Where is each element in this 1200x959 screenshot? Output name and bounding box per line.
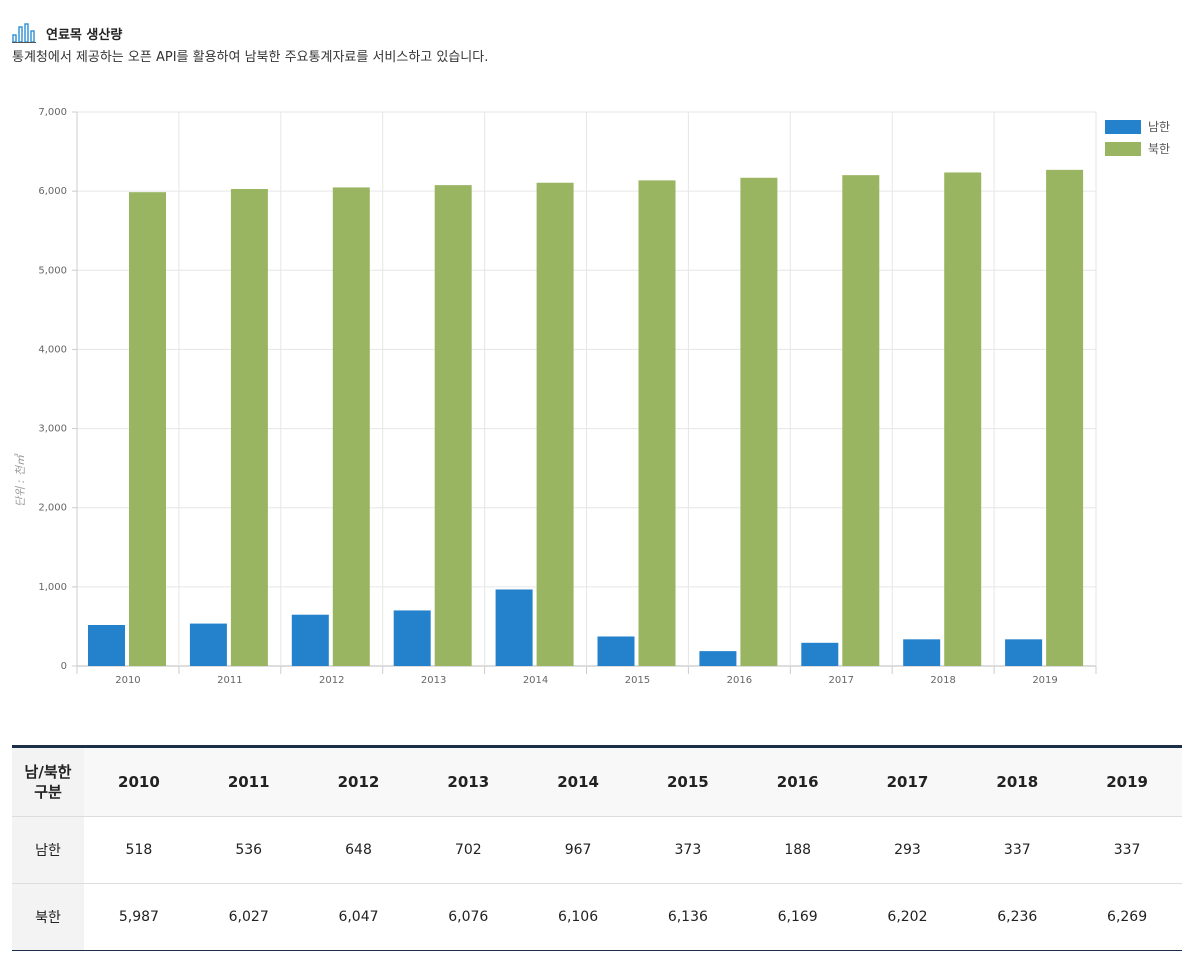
bar-north[interactable]: [944, 172, 982, 666]
legend-label[interactable]: 북한: [1148, 142, 1170, 156]
y-tick-label: 3,000: [38, 424, 67, 435]
x-tick-label: 2018: [930, 675, 955, 686]
chart-axes: 0 1,000 2,000 3,000 4,000 5,000 6,000 7,000 2010…: [38, 107, 1097, 686]
legend-label[interactable]: 남한: [1148, 120, 1170, 134]
y-tick-label: 2,000: [38, 503, 67, 514]
table-cell: 337: [962, 816, 1073, 884]
table-header-row: 남/북한 구분 2010 2011 2012 2013 2014 2015 2016 2017 2…: [12, 746, 1182, 817]
bar-south[interactable]: [393, 610, 431, 666]
bar-south[interactable]: [189, 623, 227, 666]
page-header: 연료목 생산량 통계청에서 제공하는 오픈 API를 활용하여 남북한 주요통계…: [12, 22, 488, 65]
legend-swatch: [1105, 120, 1141, 134]
y-tick-label: 1,000: [38, 582, 67, 593]
bar-south[interactable]: [903, 639, 941, 666]
x-tick-label: 2019: [1032, 675, 1057, 686]
table-cell: 518: [84, 816, 194, 884]
table-cell: 373: [632, 816, 743, 884]
table-row-label: 남한: [12, 816, 84, 884]
table-header-year: 2014: [523, 746, 633, 817]
bar-north[interactable]: [740, 177, 778, 667]
bar-north[interactable]: [536, 182, 574, 666]
table-header-year: 2012: [303, 746, 414, 817]
y-tick-label: 5,000: [38, 265, 67, 276]
bar-chart: 0 1,000 2,000 3,000 4,000 5,000 6,000 7,000 2010…: [14, 107, 1170, 686]
chart-grid: [76, 111, 1097, 667]
bar-south[interactable]: [1005, 639, 1043, 666]
bar-north[interactable]: [1046, 169, 1084, 666]
bar-north[interactable]: [332, 187, 370, 666]
table-row: 북한 5,987 6,027 6,047 6,076 6,106 6,136 6,169 6,2…: [12, 883, 1182, 951]
y-axis-label: 단위 : 천㎥: [14, 453, 27, 507]
x-tick-label: 2013: [421, 675, 446, 686]
table-cell: 6,027: [228, 909, 269, 925]
table-cell: 6,047: [338, 909, 379, 925]
y-tick-label: 6,000: [38, 186, 67, 197]
table-cell: 6,106: [558, 909, 599, 925]
table-row-label: 북한: [12, 883, 84, 951]
title-row: 연료목 생산량: [12, 22, 488, 44]
table-cell: 6,076: [448, 909, 489, 925]
table-header-year: 2013: [413, 746, 524, 817]
x-tick-label: 2011: [217, 675, 242, 686]
table-header-year: 2011: [193, 746, 304, 817]
table-cell: 5,987: [118, 909, 159, 925]
table-header-year: 2010: [84, 746, 194, 817]
table-header-year: 2019: [1072, 746, 1182, 817]
table-row: 남한 518 536 648 702 967 373 188 293 337 337: [12, 816, 1182, 884]
bar-south[interactable]: [699, 651, 737, 666]
bar-south[interactable]: [495, 589, 533, 666]
bar-chart-icon: [12, 23, 36, 43]
y-tick-label: 4,000: [38, 344, 67, 355]
bar-south[interactable]: [291, 614, 329, 666]
page-title: 연료목 생산량: [46, 27, 123, 43]
page-description: 통계청에서 제공하는 오픈 API를 활용하여 남북한 주요통계자료를 서비스하…: [12, 50, 489, 65]
bar-north[interactable]: [434, 185, 472, 666]
table-header-year: 2017: [852, 746, 963, 817]
table-header-category-line1: 남/북한: [24, 763, 72, 781]
x-tick-label: 2014: [523, 675, 548, 686]
y-tick-label: 7,000: [38, 107, 67, 118]
table-header-year: 2016: [742, 746, 853, 817]
data-table: 남/북한 구분 2010 2011 2012 2013 2014 2015 2016 2017 2…: [12, 745, 1182, 951]
table-header-year: 2015: [632, 746, 743, 817]
table-cell: 6,202: [887, 909, 928, 925]
y-tick-label: 0: [61, 661, 67, 672]
table-cell: 702: [413, 816, 524, 884]
legend-swatch: [1105, 142, 1141, 156]
x-tick-label: 2012: [319, 675, 344, 686]
table-cell: 337: [1072, 816, 1182, 884]
table-cell: 293: [852, 816, 963, 884]
bar-north[interactable]: [129, 192, 166, 666]
table-header-category-line2: 구분: [34, 783, 62, 801]
table-cell: 648: [303, 816, 414, 884]
bar-south[interactable]: [88, 625, 125, 666]
table-cell: 967: [523, 816, 633, 884]
bar-north[interactable]: [842, 175, 880, 666]
bar-south[interactable]: [801, 642, 839, 666]
table-header-year: 2018: [962, 746, 1073, 817]
table-cell: 6,136: [667, 909, 708, 925]
x-tick-label: 2016: [727, 675, 752, 686]
data-table-wrap: 남/북한 구분 2010 2011 2012 2013 2014 2015 2016 2017 2…: [12, 745, 1182, 951]
bar-north[interactable]: [638, 180, 676, 666]
bar-north[interactable]: [230, 189, 268, 667]
x-tick-label: 2017: [829, 675, 854, 686]
chart-bars: [88, 169, 1084, 667]
table-cell: 536: [193, 816, 304, 884]
table-cell: 6,269: [1107, 909, 1148, 925]
x-tick-label: 2010: [115, 675, 140, 686]
bar-south[interactable]: [597, 636, 635, 666]
table-cell: 188: [742, 816, 853, 884]
x-tick-label: 2015: [625, 675, 650, 686]
table-cell: 6,169: [777, 909, 818, 925]
table-cell: 6,236: [997, 909, 1038, 925]
